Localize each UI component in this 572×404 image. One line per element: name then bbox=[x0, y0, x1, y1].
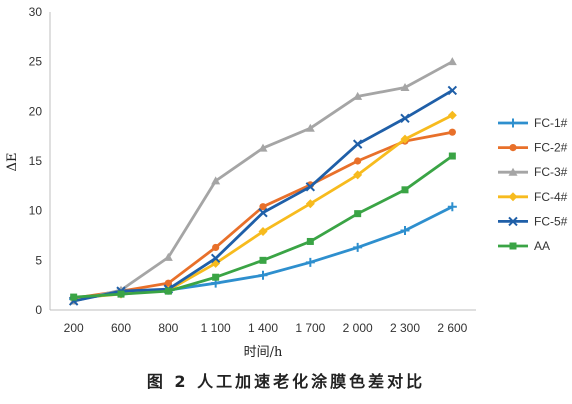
data-point-fc4 bbox=[400, 134, 410, 144]
series-lines bbox=[68, 57, 458, 306]
x-tick-label: 200 bbox=[64, 321, 84, 335]
y-tick-label: 20 bbox=[29, 104, 43, 118]
data-point-fc2 bbox=[259, 203, 267, 211]
y-tick-label: 30 bbox=[29, 5, 43, 19]
x-axis-title: 时间/h bbox=[244, 345, 283, 360]
data-point-aa bbox=[354, 210, 362, 218]
data-point-fc3 bbox=[447, 57, 457, 66]
legend-label: FC-4# bbox=[534, 190, 568, 204]
data-point-fc2 bbox=[354, 157, 362, 165]
data-point-fc5 bbox=[305, 182, 316, 192]
data-point-aa bbox=[448, 152, 456, 160]
series-line-fc3 bbox=[73, 60, 454, 303]
x-tick-label: 1 400 bbox=[248, 321, 278, 335]
data-point-aa bbox=[212, 273, 220, 281]
x-tick-label: 1 700 bbox=[295, 321, 325, 335]
data-point-aa bbox=[70, 293, 78, 301]
data-point-fc3 bbox=[305, 123, 315, 132]
legend-marker bbox=[508, 167, 518, 176]
data-point-fc1 bbox=[305, 257, 315, 267]
data-point-fc4 bbox=[447, 110, 457, 120]
data-point-aa bbox=[164, 287, 172, 295]
legend-label: AA bbox=[534, 239, 550, 253]
x-tick-label: 1 100 bbox=[201, 321, 231, 335]
data-point-fc3 bbox=[211, 176, 221, 185]
data-point-fc2 bbox=[448, 128, 456, 136]
legend-item-fc5: FC-5# bbox=[498, 214, 568, 228]
legend-item-aa: AA bbox=[498, 239, 550, 253]
data-point-fc1 bbox=[353, 242, 363, 252]
x-tick-label: 800 bbox=[158, 321, 178, 335]
y-tick-label: 15 bbox=[29, 154, 43, 168]
x-tick-labels: 200 600 800 1 100 1 400 1 700 2 000 2 300 2 600 bbox=[64, 321, 468, 335]
data-point-fc3 bbox=[163, 252, 173, 261]
legend-item-fc2: FC-2# bbox=[498, 141, 568, 155]
data-point-fc3 bbox=[353, 91, 363, 100]
data-point-fc4 bbox=[305, 199, 315, 209]
legend-marker bbox=[508, 216, 518, 227]
legend-marker bbox=[509, 144, 517, 152]
x-tick-label: 600 bbox=[111, 321, 131, 335]
data-point-fc3 bbox=[258, 143, 268, 152]
legend-label: FC-1# bbox=[534, 116, 568, 130]
series-aa bbox=[70, 152, 456, 301]
data-point-fc4 bbox=[258, 227, 268, 237]
series-fc1 bbox=[69, 202, 457, 304]
data-point-fc5 bbox=[447, 85, 458, 96]
data-point-fc4 bbox=[353, 170, 363, 180]
data-point-fc1 bbox=[400, 226, 410, 236]
data-point-aa bbox=[117, 290, 125, 298]
y-tick-labels: 0 5 10 15 20 25 30 bbox=[29, 5, 43, 317]
legend-marker bbox=[508, 192, 518, 202]
data-point-fc2 bbox=[164, 279, 172, 287]
data-point-fc5 bbox=[210, 253, 221, 264]
x-tick-label: 2 000 bbox=[343, 321, 373, 335]
legend-item-fc4: FC-4# bbox=[498, 190, 568, 204]
y-tick-label: 25 bbox=[29, 55, 43, 69]
axes bbox=[49, 12, 476, 311]
figure-caption: 图 2 人工加速老化涂膜色差对比 bbox=[146, 372, 426, 391]
data-point-fc1 bbox=[258, 270, 268, 280]
data-point-fc5 bbox=[352, 139, 363, 149]
data-point-fc3 bbox=[400, 82, 410, 91]
data-point-fc2 bbox=[212, 243, 220, 252]
legend-marker bbox=[508, 118, 518, 128]
data-point-fc5 bbox=[400, 113, 410, 123]
y-tick-label: 0 bbox=[35, 303, 42, 317]
legend-item-fc1: FC-1# bbox=[498, 116, 568, 130]
x-tick-label: 2 600 bbox=[437, 321, 467, 335]
data-point-aa bbox=[401, 186, 409, 194]
legend-label: FC-2# bbox=[534, 141, 568, 155]
x-tick-label: 2 300 bbox=[390, 321, 420, 335]
legend: FC-1# FC-2# FC-3# FC-4# FC-5# AA bbox=[498, 116, 568, 253]
data-point-aa bbox=[259, 256, 267, 264]
series-fc3 bbox=[69, 57, 457, 305]
y-tick-label: 10 bbox=[29, 204, 43, 218]
data-point-fc5 bbox=[258, 207, 268, 218]
legend-marker bbox=[509, 242, 517, 250]
y-tick-label: 5 bbox=[35, 253, 42, 267]
data-point-aa bbox=[306, 237, 314, 245]
y-axis-title: ΔE bbox=[5, 153, 20, 172]
legend-item-fc3: FC-3# bbox=[498, 165, 568, 179]
legend-label: FC-5# bbox=[534, 214, 568, 228]
data-point-fc1 bbox=[447, 202, 457, 212]
legend-label: FC-3# bbox=[534, 165, 568, 179]
